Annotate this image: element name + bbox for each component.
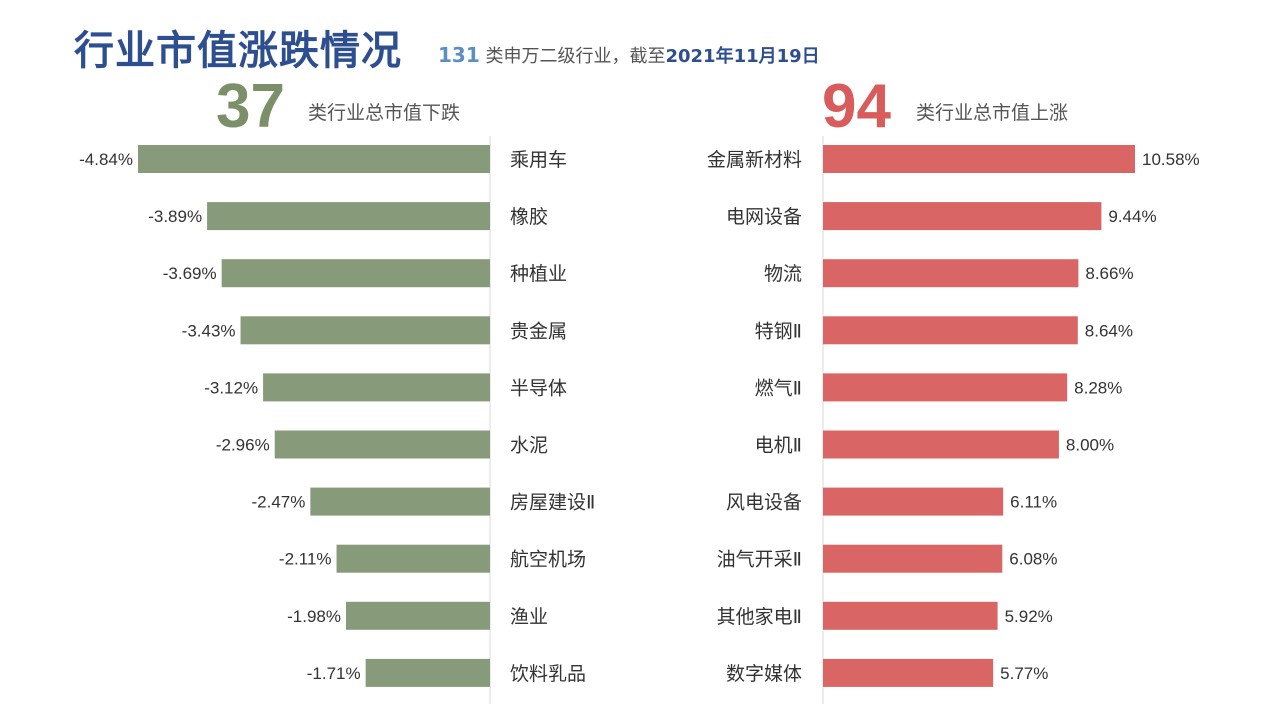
rise-bar: [823, 544, 1003, 573]
decline-value-label: -1.98%: [287, 607, 341, 626]
rise-value-label: 10.58%: [1142, 150, 1200, 169]
rise-bar: [823, 487, 1004, 516]
decline-value-label: -3.43%: [182, 321, 236, 340]
decline-category-label: 半导体: [510, 377, 567, 399]
decline-category-label: 水泥: [510, 435, 548, 457]
decline-category-label: 航空机场: [510, 549, 586, 571]
subtitle-date: 2021年11月19日: [665, 46, 820, 67]
decline-category-label: 渔业: [510, 606, 548, 628]
decline-bar: [221, 259, 491, 288]
rise-value-label: 5.92%: [1005, 607, 1053, 626]
decline-count: 37: [216, 72, 285, 141]
rise-bar: [823, 316, 1078, 345]
rise-bar: [823, 601, 998, 630]
decline-bar: [263, 373, 490, 402]
rise-category-label: 电机Ⅱ: [755, 435, 802, 457]
rise-bar: [823, 430, 1059, 459]
decline-category-label: 乘用车: [510, 149, 567, 171]
decline-category-label: 种植业: [510, 263, 567, 285]
decline-value-label: -3.89%: [148, 207, 202, 226]
rise-category-label: 风电设备: [726, 492, 802, 514]
decline-bar: [138, 145, 490, 173]
decline-category-label: 贵金属: [510, 320, 567, 342]
rise-count: 94: [822, 72, 891, 141]
rise-value-label: 6.08%: [1009, 550, 1057, 569]
rise-bar: [823, 145, 1135, 173]
decline-bar: [207, 202, 490, 231]
rise-bar: [823, 658, 994, 687]
decline-bar: [240, 316, 490, 345]
rise-category-label: 数字媒体: [726, 663, 802, 685]
rise-value-label: 8.66%: [1085, 264, 1133, 283]
subtitle-text: 类申万二级行业，截至: [485, 46, 666, 67]
decline-bar: [274, 430, 490, 459]
decline-bar: [365, 658, 490, 687]
rise-value-label: 9.44%: [1108, 207, 1156, 226]
page-subtitle: 131 类申万二级行业，截至2021年11月19日: [438, 42, 820, 68]
rise-bar: [823, 373, 1068, 402]
rise-category-label: 油气开采Ⅱ: [717, 549, 802, 571]
decline-category-label: 饮料乳品: [510, 663, 586, 685]
decline-category-label: 橡胶: [510, 206, 548, 228]
rise-value-label: 8.64%: [1085, 321, 1133, 340]
decline-value-label: -3.69%: [163, 264, 217, 283]
decline-value-label: -2.96%: [216, 436, 270, 455]
rise-category-label: 金属新材料: [707, 149, 802, 171]
rise-value-label: 6.11%: [1010, 493, 1057, 512]
decline-category-label: 房屋建设Ⅱ: [510, 492, 595, 514]
decline-value-label: -3.12%: [204, 378, 258, 397]
decline-value-label: -1.71%: [307, 664, 361, 683]
rise-category-label: 特钢Ⅱ: [755, 320, 802, 342]
rise-value-label: 8.28%: [1074, 378, 1122, 397]
rise-value-label: 8.00%: [1066, 436, 1114, 455]
rise-bar: [823, 259, 1079, 288]
decline-value-label: -4.84%: [79, 150, 133, 169]
decline-bar: [310, 487, 490, 516]
rise-bar: [823, 202, 1102, 231]
rise-value-label: 5.77%: [1000, 664, 1048, 683]
page-title: 行业市值涨跌情况: [74, 28, 402, 74]
rise-category-label: 其他家电Ⅱ: [717, 606, 802, 628]
rise-category-label: 电网设备: [726, 206, 802, 228]
rise-category-label: 物流: [764, 263, 802, 285]
decline-value-label: -2.47%: [251, 493, 305, 512]
rise-label: 类行业总市值上涨: [916, 102, 1069, 124]
decline-bar: [336, 544, 490, 573]
industry-count: 131: [438, 43, 480, 67]
decline-value-label: -2.11%: [279, 550, 332, 569]
rise-category-label: 燃气Ⅱ: [755, 377, 802, 399]
decline-label: 类行业总市值下跌: [308, 102, 461, 124]
decline-bar: [346, 601, 490, 630]
